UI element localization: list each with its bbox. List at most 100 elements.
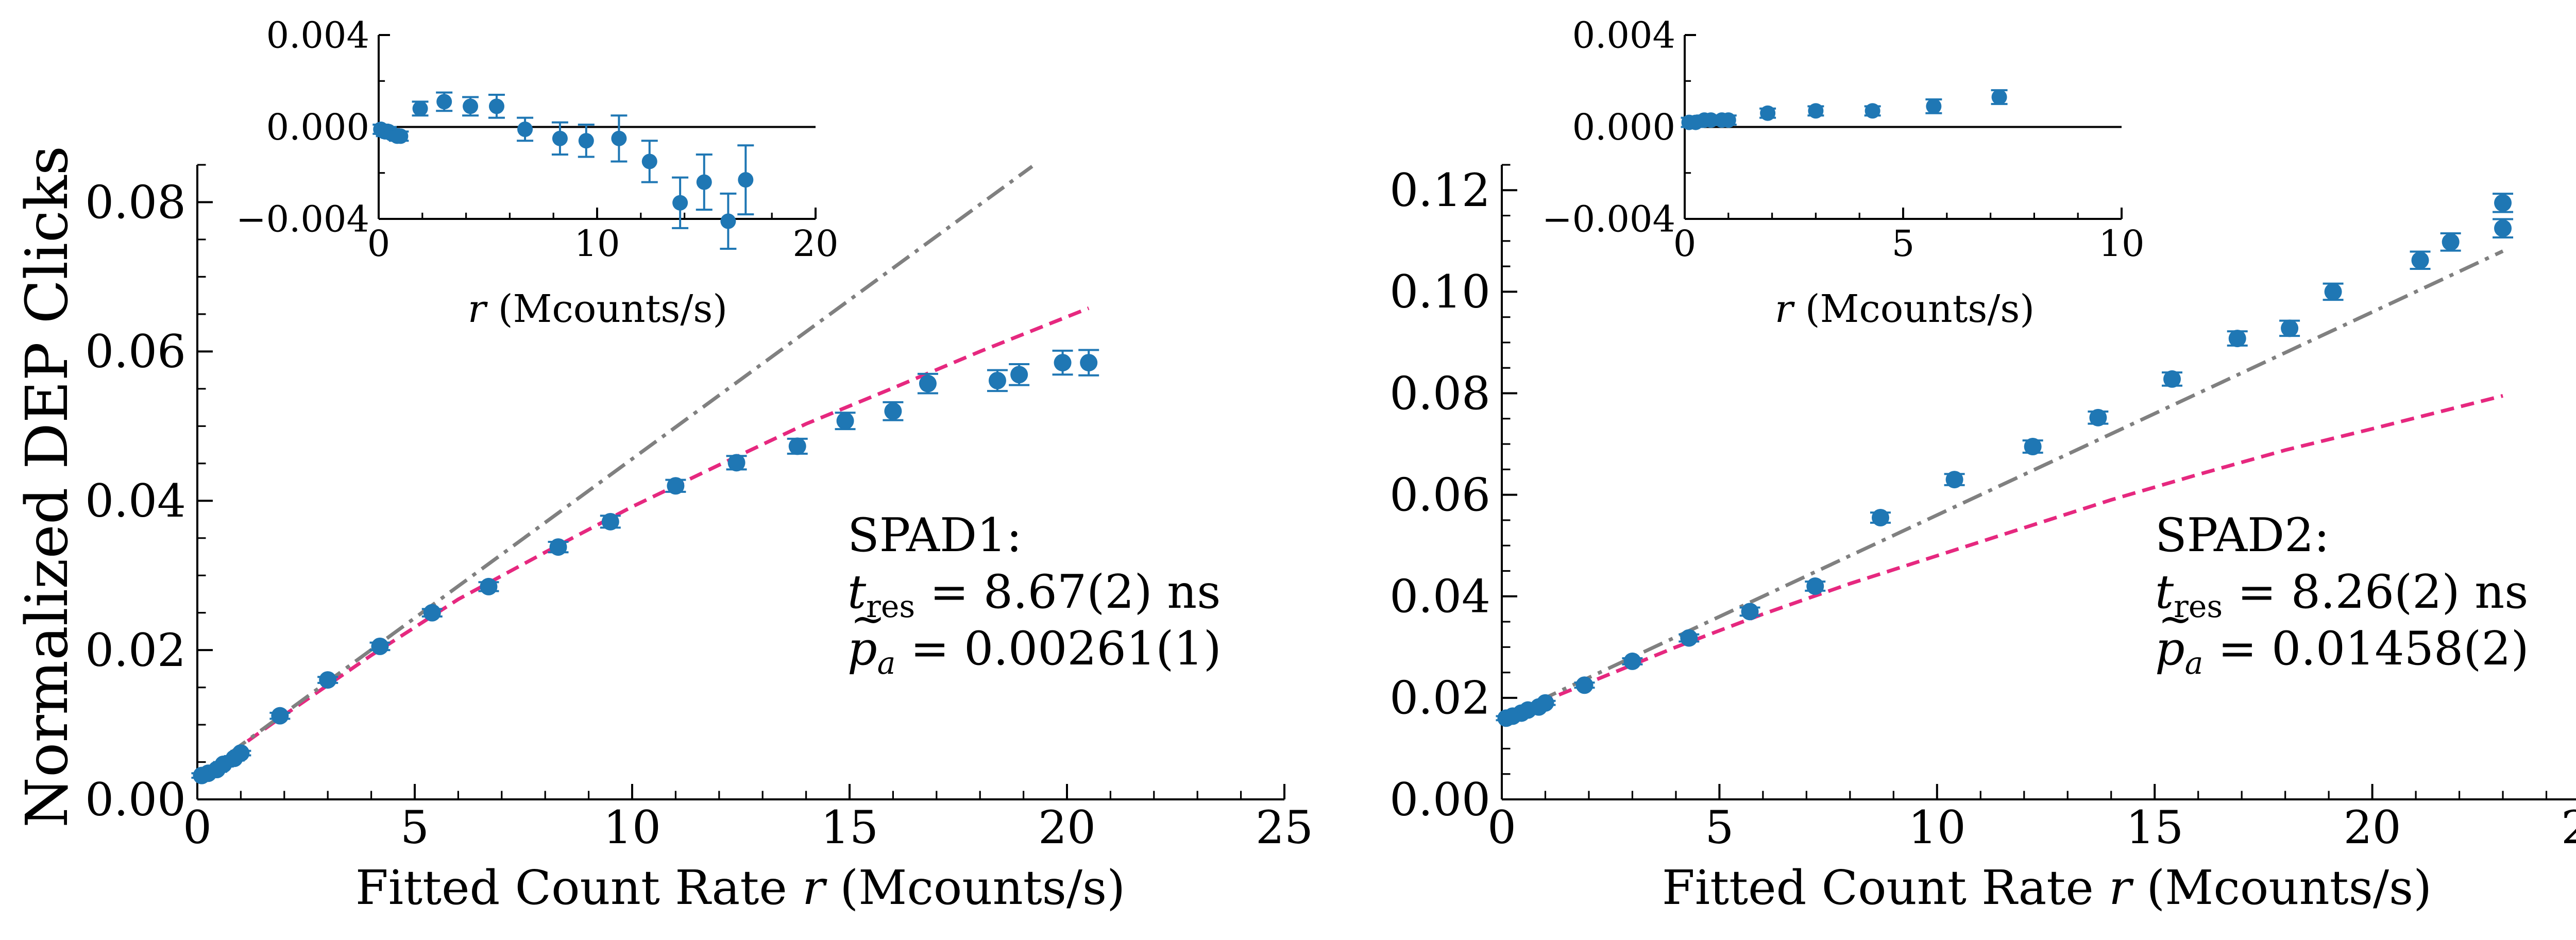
data-point — [611, 130, 627, 146]
data-point — [1871, 508, 1889, 526]
y-tick-label: 0.004 — [1572, 14, 1675, 57]
x-tick-label: 0 — [183, 801, 212, 854]
data-point — [727, 454, 745, 472]
panel-spad2-inset: 0 5 10 0.004 0.000 −0.004 — [1542, 14, 2145, 265]
data-point — [423, 604, 441, 622]
x-tick-label: 20 — [2344, 801, 2401, 854]
data-point — [2442, 233, 2460, 251]
data-point — [2024, 438, 2042, 456]
panel-spad1-annotation-title: SPAD1: — [848, 508, 1022, 562]
y-tick-label: 0.04 — [85, 474, 186, 527]
panel-spad2-pa: pa = 0.01458(2) — [2155, 594, 2529, 679]
fit-line-dashdot — [1501, 249, 2504, 720]
panel-spad2-plot: 0 5 10 15 20 25 0.00 0.02 0.04 0.06 0.08 0.10 0.12 — [1389, 164, 2576, 854]
data-point — [552, 130, 568, 146]
y-tick-label: 0.04 — [1389, 570, 1490, 623]
data-point — [412, 100, 428, 116]
data-point — [2228, 330, 2246, 348]
data-point — [601, 512, 619, 531]
y-tick-label: 0.10 — [1389, 265, 1490, 318]
data-point — [641, 153, 657, 169]
data-point — [1806, 577, 1824, 595]
x-tick-label: 0 — [1487, 801, 1516, 854]
y-tick-label: 0.12 — [1389, 164, 1490, 217]
data-point — [1808, 103, 1824, 119]
data-point — [1741, 603, 1759, 621]
x-tick-label: 25 — [1256, 801, 1313, 854]
data-point — [2324, 283, 2342, 301]
panel-spad1-inset: 0 10 20 0.004 0.000 −0.004 — [236, 14, 839, 265]
data-point — [319, 671, 337, 689]
y-axis-label: Normalized DEP Clicks — [14, 146, 81, 828]
data-point — [1080, 354, 1098, 372]
data-point — [1991, 89, 2007, 105]
data-point — [788, 437, 806, 455]
data-point — [393, 128, 409, 144]
x-tick-label: 20 — [792, 223, 838, 265]
y-tick-label: 0.004 — [266, 14, 369, 57]
data-point — [517, 121, 533, 137]
x-tick-label: 5 — [1705, 801, 1734, 854]
data-point — [2089, 408, 2107, 426]
y-tick-label: 0.02 — [1389, 672, 1490, 725]
y-tick-label: 0.000 — [1572, 106, 1675, 148]
data-point — [1623, 652, 1641, 670]
data-point — [1720, 112, 1736, 128]
x-tick-label: 0 — [1673, 223, 1697, 265]
fit-line-dashed — [1501, 394, 2503, 720]
y-tick-label: 0.00 — [85, 773, 186, 826]
data-point — [667, 477, 685, 495]
data-point — [1760, 105, 1776, 121]
y-tick-label: 0.000 — [266, 106, 369, 148]
data-point — [2281, 319, 2299, 337]
panel-spad2-annotation-title: SPAD2: — [2155, 508, 2330, 562]
panel-spad2-tres: tres = 8.26(2) ns — [2155, 565, 2529, 625]
y-tick-label: −0.004 — [236, 198, 369, 241]
data-point — [232, 744, 250, 762]
data-point — [1054, 354, 1072, 372]
x-tick-label: 10 — [603, 801, 661, 854]
data-point — [2163, 370, 2181, 388]
y-tick-label: 0.08 — [85, 176, 186, 229]
x-tick-label: 0 — [367, 223, 391, 265]
data-point — [2494, 219, 2512, 237]
data-point — [371, 637, 389, 655]
x-tick-label: 15 — [2126, 801, 2183, 854]
data-point — [271, 707, 289, 725]
x-tick-label: 25 — [2561, 801, 2576, 854]
y-tick-label: 0.00 — [1389, 773, 1490, 826]
data-point — [672, 195, 688, 211]
panel-spad1-plot: 0 5 10 15 20 25 0.00 0.02 0.04 0.06 0.08 — [85, 164, 1313, 854]
data-point — [488, 98, 504, 114]
data-point — [1680, 629, 1698, 647]
y-tick-label: 0.06 — [85, 325, 186, 378]
data-point — [2411, 251, 2429, 269]
x-tick-label: 5 — [1892, 223, 1915, 265]
panel-spad1-pa: pa = 0.00261(1) — [848, 594, 1222, 679]
data-point — [696, 174, 712, 190]
x-tick-label: 15 — [821, 801, 878, 854]
data-point — [1865, 103, 1880, 119]
data-point — [578, 133, 594, 149]
panel-spad1-inset-x-label: r (Mcounts/s) — [468, 287, 727, 331]
x-tick-label: 10 — [1908, 801, 1966, 854]
y-tick-label: 0.02 — [85, 624, 186, 677]
data-point — [720, 213, 736, 229]
panel-spad1-x-label: Fitted Count Rate r (Mcounts/s) — [355, 860, 1125, 915]
x-tick-label: 5 — [400, 801, 429, 854]
data-point — [436, 94, 452, 110]
fit-line-dashed — [196, 306, 1090, 779]
x-tick-label: 10 — [2098, 223, 2144, 265]
panel-spad2-inset-x-label: r (Mcounts/s) — [1775, 287, 2035, 331]
data-point — [1575, 676, 1594, 694]
panel-spad1-tres: tres = 8.67(2) ns — [848, 565, 1221, 625]
data-point — [1926, 98, 1942, 114]
panel-spad2-annotation: SPAD2: tres = 8.26(2) ns pa = 0.01458(2) — [2155, 507, 2529, 679]
x-tick-label: 20 — [1038, 801, 1096, 854]
data-point — [988, 371, 1006, 389]
data-point — [549, 538, 567, 556]
data-point — [836, 412, 854, 430]
data-point — [480, 577, 498, 595]
data-point — [1945, 471, 1963, 489]
